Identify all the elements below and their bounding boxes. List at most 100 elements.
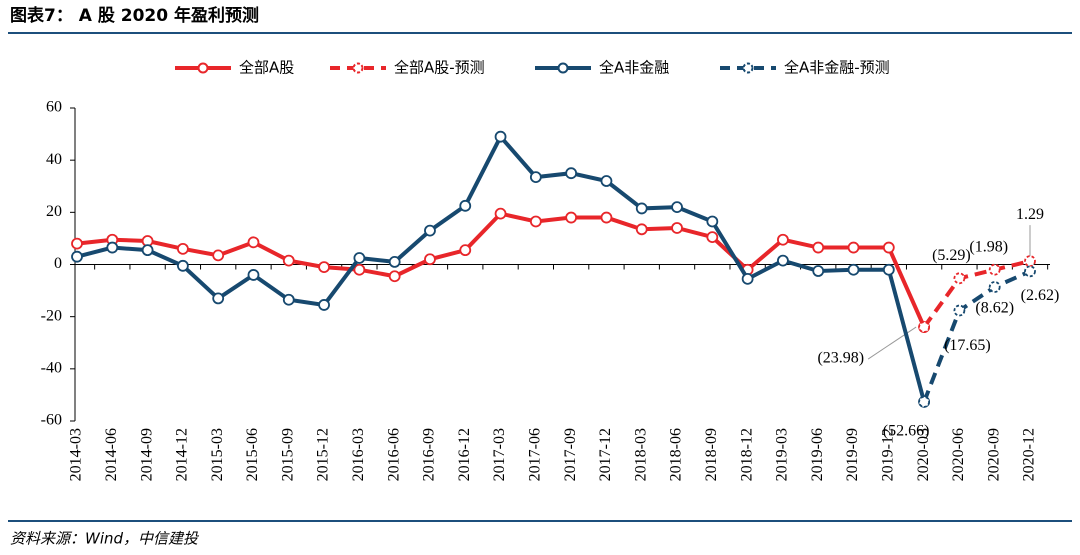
point [459, 244, 472, 257]
legend-marker [742, 62, 754, 74]
x-tick-label: 2014-03 [68, 428, 85, 481]
x-tick-label: 2020-09 [985, 428, 1002, 481]
point [212, 249, 225, 262]
legend-label: 全A非金融 [599, 59, 669, 77]
point [706, 215, 719, 228]
x-tick-label: 2017-03 [491, 428, 508, 481]
point [459, 199, 472, 212]
point [282, 293, 295, 306]
point [1024, 265, 1036, 278]
data-label: (23.98) [817, 350, 864, 367]
point [600, 211, 613, 224]
point [706, 231, 719, 244]
x-tick-label: 2015-09 [279, 428, 296, 481]
point [71, 250, 83, 263]
x-tick-label: 2016-12 [456, 428, 473, 481]
x-tick-label: 2019-12 [879, 428, 896, 481]
point [1024, 255, 1036, 268]
point [812, 241, 825, 254]
point [353, 263, 366, 276]
legend-marker [557, 62, 569, 74]
point [388, 255, 401, 268]
data-label: (2.62) [1021, 287, 1060, 304]
y-tick-label: 60 [46, 99, 62, 116]
point [777, 254, 789, 267]
x-tick-label: 2016-03 [350, 428, 367, 481]
x-tick-label: 2016-09 [421, 428, 438, 481]
x-tick-label: 2015-06 [244, 428, 261, 481]
source-note: 资料来源：Wind，中信建投 [10, 530, 200, 548]
point [529, 215, 542, 228]
x-tick-label: 2019-06 [809, 428, 826, 481]
legend-marker [352, 62, 364, 74]
point [529, 171, 542, 184]
point [318, 299, 330, 311]
y-tick-label: 0 [54, 255, 62, 272]
data-label: (1.98) [969, 238, 1008, 255]
x-tick-label: 2017-12 [597, 428, 614, 481]
point [777, 233, 789, 246]
data-label: (8.62) [975, 300, 1014, 317]
x-tick-label: 2018-03 [632, 428, 649, 481]
x-tick-label: 2019-03 [774, 428, 791, 481]
legend-label: 全A非金融-预测 [784, 59, 890, 77]
y-tick-label: 20 [46, 203, 62, 220]
legend-label: 全部A股 [239, 59, 294, 77]
x-tick-label: 2019-09 [844, 428, 861, 481]
legend-marker [197, 62, 209, 74]
point [988, 263, 1001, 276]
point [882, 263, 895, 276]
x-tick-label: 2015-12 [315, 428, 332, 481]
point [247, 236, 260, 249]
y-tick-label: -40 [41, 360, 62, 377]
point [988, 281, 1001, 293]
point [565, 211, 578, 224]
point [176, 242, 189, 255]
point [918, 321, 931, 333]
x-tick-label: 2020-03 [915, 428, 932, 481]
legend-label: 全部A股-预测 [394, 59, 485, 77]
data-label: 1.29 [1016, 206, 1044, 223]
point [671, 201, 683, 214]
chart-title: 图表7： A 股 2020 年盈利预测 [10, 5, 259, 26]
series-line [922, 269, 1031, 403]
x-tick-label: 2020-06 [950, 428, 967, 481]
point [141, 244, 154, 257]
x-tick-label: 2018-12 [738, 428, 755, 481]
point [247, 269, 260, 281]
y-tick-label: -60 [41, 412, 62, 429]
x-tick-label: 2020-12 [1021, 428, 1038, 481]
point [953, 272, 966, 285]
x-tick-label: 2016-06 [385, 428, 402, 481]
point [176, 259, 189, 272]
point [635, 223, 648, 236]
x-tick-label: 2017-09 [562, 428, 579, 481]
point [353, 252, 366, 264]
x-tick-label: 2014-06 [103, 428, 120, 481]
data-label: (5.29) [932, 247, 971, 264]
point [847, 241, 860, 254]
point [424, 253, 436, 266]
point [812, 265, 825, 277]
point [565, 167, 578, 180]
point [71, 237, 83, 250]
point [494, 130, 507, 143]
point [494, 207, 507, 220]
series-line [922, 259, 1031, 329]
point [671, 222, 683, 234]
point [318, 261, 330, 274]
leader-line [867, 326, 917, 360]
data-label: (52.66) [883, 423, 930, 440]
point [847, 263, 860, 276]
point [424, 224, 436, 237]
point [282, 254, 295, 267]
series-line [76, 133, 927, 403]
x-tick-label: 2015-03 [209, 428, 226, 481]
point [600, 175, 613, 187]
series-line [76, 211, 926, 328]
point [106, 241, 119, 254]
x-tick-label: 2014-09 [138, 428, 155, 481]
point [741, 272, 754, 285]
x-tick-label: 2014-12 [174, 428, 191, 481]
